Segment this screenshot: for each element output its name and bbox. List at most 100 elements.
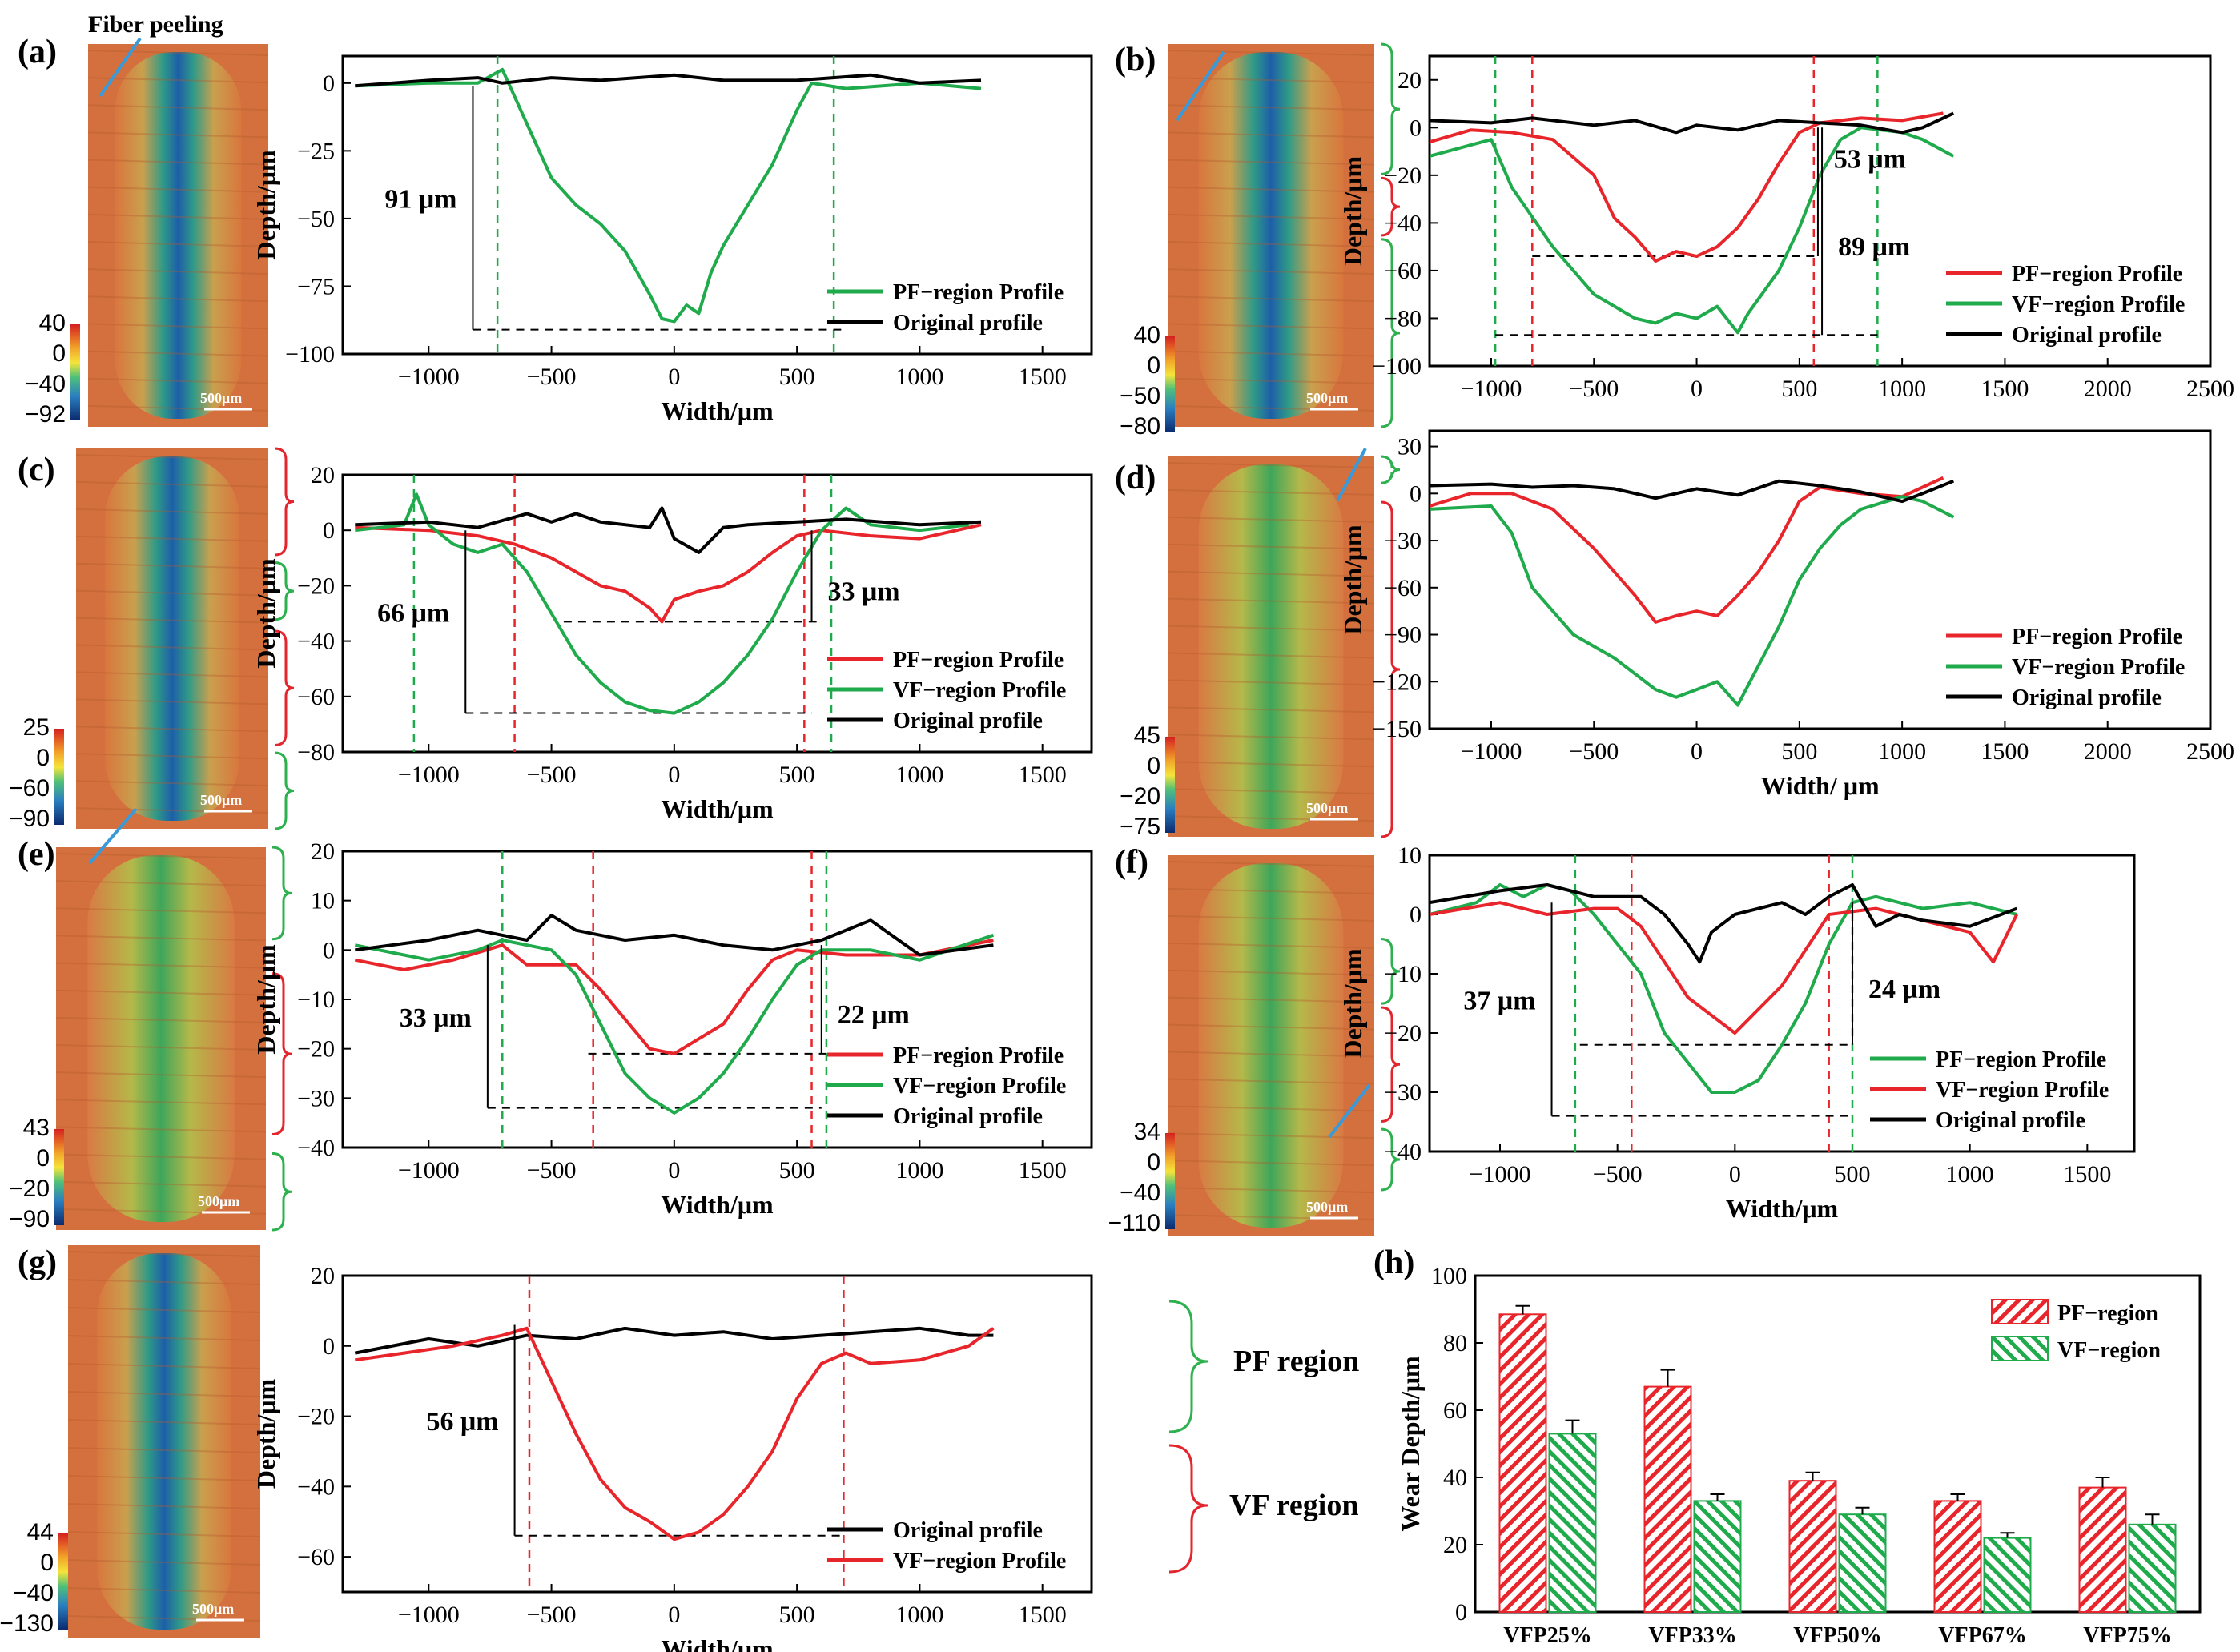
y-tick-label: −20: [1384, 163, 1422, 189]
region-bracket: [1380, 938, 1401, 1005]
texture-line: [1167, 652, 1375, 659]
x-tick-label: −500: [527, 1157, 577, 1184]
colorbar-c: 25 0 −60 −90: [9, 714, 64, 832]
depth-label: 91 μm: [384, 184, 456, 214]
scale-bar-label: 500μm: [200, 390, 242, 406]
y-tick-label: 60: [1443, 1397, 1467, 1424]
texture-line: [1167, 570, 1375, 577]
colorbar-label: −92: [25, 401, 66, 428]
panel-letter-f: (f): [1115, 844, 1148, 881]
texture-line: [1167, 268, 1375, 275]
colorbar-f: 34 0 −40 −110: [1108, 1119, 1175, 1236]
panel-letter-e: (e): [18, 836, 55, 873]
colorbar-label: 34: [1134, 1119, 1160, 1145]
x-tick-label: −500: [1569, 738, 1619, 765]
texture-line: [75, 644, 269, 651]
texture-line: [75, 780, 269, 787]
y-tick-label: 0: [323, 517, 335, 544]
legend-swatch: [1991, 1336, 2049, 1361]
depth-label: 37 μm: [1463, 986, 1535, 1015]
x-tick-label: 500: [1781, 376, 1817, 402]
colorbar-label: −20: [1120, 783, 1160, 810]
chart-c: −1000 −500 0 500 1000 1500 20 0 −20 −40 −60 −80 Widt…: [251, 462, 1093, 823]
scale-bar-label: 500μm: [198, 1193, 239, 1209]
bar-vf: [1548, 1433, 1597, 1614]
texture-line: [1167, 679, 1375, 686]
texture-line: [1167, 50, 1375, 56]
depth-label: 33 μm: [400, 1003, 472, 1033]
x-tick-label: −1000: [398, 1602, 460, 1628]
texture-line: [87, 295, 269, 303]
texture-line: [87, 323, 269, 330]
y-tick-label: −30: [1384, 528, 1422, 554]
texture-line: [67, 1307, 261, 1313]
texture-line: [1167, 996, 1375, 1003]
x-tick-label: 1000: [895, 1157, 943, 1184]
wear-track: [87, 855, 235, 1222]
texture-line: [1167, 887, 1375, 894]
panel-letter-c: (c): [18, 452, 55, 488]
x-tick-label: 1500: [1981, 376, 2029, 402]
texture-line: [1167, 914, 1375, 922]
texture-line: [1167, 942, 1375, 949]
texture-line: [87, 213, 269, 220]
y-tick-label: 20: [1443, 1532, 1467, 1558]
x-tick-label: −1000: [1461, 738, 1522, 765]
y-tick-label: −120: [1372, 669, 1422, 695]
wear-scar-image-f: 500μm: [1167, 855, 1401, 1236]
x-tick-label: −1000: [398, 1157, 460, 1184]
x-tick-label: 2000: [2084, 738, 2132, 765]
y-tick-label: 80: [1443, 1330, 1467, 1357]
y-tick-label: 0: [323, 937, 335, 963]
texture-line: [1167, 1160, 1375, 1167]
texture-line: [75, 753, 269, 760]
series-line: [355, 523, 982, 624]
y-axis-title: Depth/μm: [1338, 156, 1367, 267]
x-tick-label: 0: [668, 1157, 680, 1184]
texture-line: [67, 1503, 261, 1509]
texture-line: [87, 77, 269, 84]
series-line: [355, 492, 969, 715]
region-bracket: [271, 972, 292, 1135]
texture-line: [1167, 323, 1375, 330]
texture-line: [1167, 77, 1375, 84]
bar-pf: [1643, 1385, 1692, 1613]
y-tick-label: 20: [311, 462, 335, 488]
bar-vf: [1693, 1500, 1742, 1614]
colorbar-a: 40 0 −40 −92: [25, 310, 80, 428]
y-axis-title: Depth/μm: [251, 1379, 280, 1489]
texture-line: [1167, 1187, 1375, 1194]
legend-label: Original profile: [893, 709, 1043, 734]
y-tick-label: −40: [297, 1135, 335, 1161]
texture-line: [67, 1447, 261, 1453]
texture-line: [1167, 377, 1375, 384]
texture-line: [55, 1180, 267, 1188]
x-tick-label: −1000: [1461, 376, 1522, 402]
texture-line: [75, 617, 269, 624]
x-tick-label: 500: [779, 364, 815, 390]
series-line: [354, 1326, 994, 1355]
texture-line: [1167, 350, 1375, 357]
legend-label: PF−region Profile: [1936, 1047, 2106, 1072]
fiber-peeling-label: Fiber peeling: [88, 11, 223, 38]
legend-label: Original profile: [2012, 685, 2162, 710]
texture-line: [55, 853, 267, 859]
y-tick-label: −40: [297, 629, 335, 655]
legend-label: PF−region Profile: [2012, 625, 2182, 649]
texture-line: [55, 989, 267, 996]
colorbar-label: 45: [1134, 722, 1160, 749]
wear-track: [105, 456, 239, 821]
colorbar-label: −40: [13, 1580, 54, 1606]
region-bracket: [1380, 1127, 1401, 1192]
y-tick-label: −80: [1384, 305, 1422, 332]
depth-label: 89 μm: [1838, 232, 1910, 262]
texture-line: [1167, 543, 1375, 550]
x-tick-label: 1500: [1019, 364, 1067, 390]
colorbar-label: 25: [23, 714, 50, 741]
colorbar-label: 0: [36, 745, 50, 771]
region-bracket: [1380, 42, 1401, 176]
wear-scar-image-d: 500μm: [1167, 455, 1401, 838]
x-tick-label: 1500: [1019, 762, 1067, 788]
colorbar-label: −80: [1120, 413, 1160, 440]
y-tick-label: −20: [1384, 1020, 1422, 1047]
